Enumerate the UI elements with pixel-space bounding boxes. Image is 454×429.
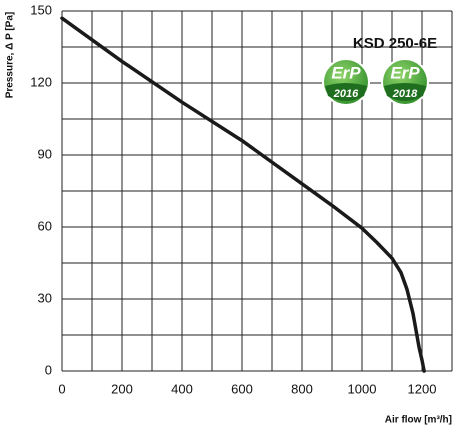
y-tick-label: 120	[30, 74, 52, 89]
x-tick-label: 600	[231, 381, 253, 396]
badge-band	[325, 83, 367, 101]
x-tick-label: 200	[111, 381, 133, 396]
x-axis-title: Air flow [m³/h]	[385, 415, 452, 426]
y-tick-label: 60	[38, 218, 52, 233]
x-tick-label: 400	[171, 381, 193, 396]
badge-year: 2016	[333, 88, 359, 100]
curve	[60, 16, 426, 373]
badge-label: ErP	[331, 63, 361, 82]
x-tick-label: 800	[291, 381, 313, 396]
x-tick-label: 1200	[408, 381, 437, 396]
x-tick-label: 0	[58, 381, 65, 396]
y-tick-label: 90	[38, 146, 52, 161]
y-axis-title: Pressure, Δ P [Pa]	[5, 12, 16, 99]
x-tick-label: 1000	[348, 381, 377, 396]
erp-badge: ErP 2018	[381, 58, 429, 106]
y-tick-label: 30	[38, 290, 52, 305]
y-tick-label: 0	[45, 362, 52, 377]
erp-badge: ErP 2016	[322, 58, 370, 106]
y-tick-label: 150	[30, 2, 52, 17]
badge-year: 2018	[392, 88, 418, 100]
badge-label: ErP	[390, 63, 420, 82]
badge-band	[384, 83, 426, 101]
chart-title: KSD 250-6E	[353, 35, 437, 52]
